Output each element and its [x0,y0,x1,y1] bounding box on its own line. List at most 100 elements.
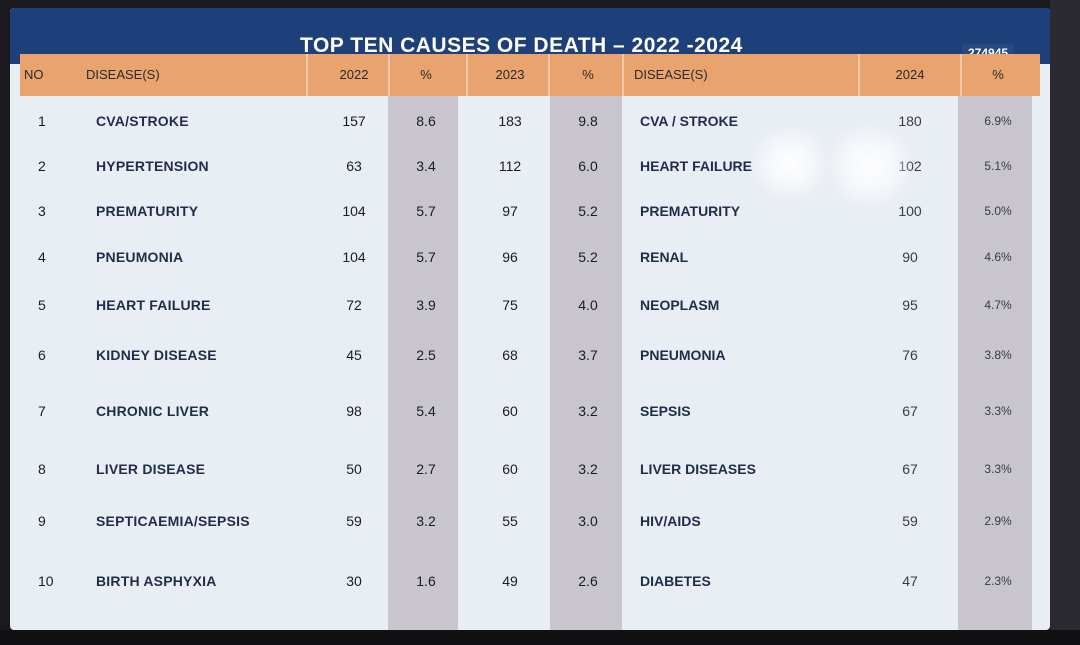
header-2022: 2022 [339,67,369,82]
header-divider [622,54,624,96]
count-2022: 104 [342,249,366,265]
disease-2024: CVA / STROKE [640,113,739,129]
pct-2024: 3.3% [984,462,1012,476]
count-2022: 104 [342,203,366,219]
pct-2023: 9.8 [578,113,598,129]
pct-2023: 2.6 [578,573,598,589]
disease-2022-2023: LIVER DISEASE [96,461,206,477]
monitor-frame-bottom [0,630,1080,645]
row-number: 2 [38,158,46,174]
count-2024: 100 [898,203,922,219]
disease-2022-2023: SEPTICAEMIA/SEPSIS [96,513,250,529]
header-2023: 2023 [495,67,525,82]
header-divider [466,54,468,96]
pct-2023: 5.2 [578,249,598,265]
count-2024: 90 [902,249,918,265]
table-header: NO DISEASE(S) 2022 % 2023 % DISEASE(S) 2… [20,54,1040,96]
count-2023: 60 [502,403,518,419]
count-2022: 63 [346,158,362,174]
count-2022: 72 [346,297,362,313]
count-2024: 180 [898,113,922,129]
pct-2022: 3.2 [416,513,436,529]
header-pct-2024: % [992,67,1004,82]
pct-2024: 2.9% [984,514,1012,528]
table-row: 6 KIDNEY DISEASE 45 2.5 68 3.7 PNEUMONIA 76 3.8% [20,330,1040,380]
table-row: 3 PREMATURITY 104 5.7 97 5.2 PREMATURITY 100 5.0… [20,186,1040,236]
row-number: 5 [38,297,46,313]
row-number: 1 [38,113,46,129]
presentation-screen: TOP TEN CAUSES OF DEATH – 2022 -2024 2 7 4… [10,8,1050,630]
count-2023: 97 [502,203,518,219]
disease-2022-2023: CVA/STROKE [96,113,189,129]
pct-2024: 4.7% [984,298,1012,312]
header-divider [388,54,390,96]
pct-2022: 5.7 [416,249,436,265]
row-number: 8 [38,461,46,477]
disease-2024: HEART FAILURE [640,158,752,174]
count-2023: 55 [502,513,518,529]
pct-2024-column-shade [958,96,1032,630]
count-2022: 30 [346,573,362,589]
header-pct-2022: % [420,67,432,82]
row-number: 3 [38,203,46,219]
count-2023: 75 [502,297,518,313]
count-2022: 45 [346,347,362,363]
pct-2024: 5.0% [984,204,1012,218]
table-row: 5 HEART FAILURE 72 3.9 75 4.0 NEOPLASM 95 4.7% [20,280,1040,330]
pct-2024: 6.9% [984,114,1012,128]
disease-2024: RENAL [640,249,689,265]
pct-2022: 8.6 [416,113,436,129]
count-2024: 76 [902,347,918,363]
count-2022: 50 [346,461,362,477]
count-2024: 47 [902,573,918,589]
disease-2022-2023: HYPERTENSION [96,158,209,174]
page-title: TOP TEN CAUSES OF DEATH – 2022 -2024 [300,34,743,57]
table-row: 8 LIVER DISEASE 50 2.7 60 3.2 LIVER DISEASES 67… [20,444,1040,494]
pct-2024: 2.3% [984,574,1012,588]
row-number: 9 [38,513,46,529]
header-2024: 2024 [895,67,925,82]
pct-2022: 2.7 [416,461,436,477]
count-2024: 95 [902,297,918,313]
row-number: 4 [38,249,46,265]
pct-2023: 6.0 [578,158,598,174]
count-2024: 59 [902,513,918,529]
count-2022: 98 [346,403,362,419]
table-row: 1 CVA/STROKE 157 8.6 183 9.8 CVA / STROKE 180 6.… [20,96,1040,146]
disease-2022-2023: PREMATURITY [96,203,199,219]
screen-glare [820,126,920,206]
table-row: 7 CHRONIC LIVER 98 5.4 60 3.2 SEPSIS 67 3.3% [20,386,1040,436]
table-row: 4 PNEUMONIA 104 5.7 96 5.2 RENAL 90 4.6% [20,232,1040,282]
pct-2023: 3.0 [578,513,598,529]
pct-2022: 5.7 [416,203,436,219]
pct-2023-column-shade [550,96,622,630]
disease-2024: PREMATURITY [640,203,741,219]
disease-2022-2023: BIRTH ASPHYXIA [96,573,217,589]
pct-2022: 3.4 [416,158,436,174]
disease-2022-2023: PNEUMONIA [96,249,184,265]
header-no: NO [24,67,44,82]
pct-2022-column-shade [388,96,458,630]
pct-2024: 3.3% [984,404,1012,418]
count-2024: 67 [902,403,918,419]
pct-2023: 3.7 [578,347,598,363]
count-2023: 60 [502,461,518,477]
disease-2024: NEOPLASM [640,297,720,313]
table-row: 10 BIRTH ASPHYXIA 30 1.6 49 2.6 DIABETES 47 2.3% [20,556,1040,606]
table-row: 9 SEPTICAEMIA/SEPSIS 59 3.2 55 3.0 HIV/AIDS 59 2… [20,496,1040,546]
header-disease: DISEASE(S) [86,67,160,82]
disease-2022-2023: HEART FAILURE [96,297,211,313]
pct-2022: 1.6 [416,573,436,589]
pct-2023: 3.2 [578,403,598,419]
count-2023: 68 [502,347,518,363]
disease-2024: HIV/AIDS [640,513,701,529]
count-2023: 112 [498,158,522,174]
count-2023: 183 [498,113,522,129]
disease-2024: LIVER DISEASES [640,461,756,477]
disease-2022-2023: KIDNEY DISEASE [96,347,217,363]
row-number: 6 [38,347,46,363]
header-divider [960,54,962,96]
row-number: 10 [38,573,54,589]
pct-2024: 5.1% [984,159,1012,173]
